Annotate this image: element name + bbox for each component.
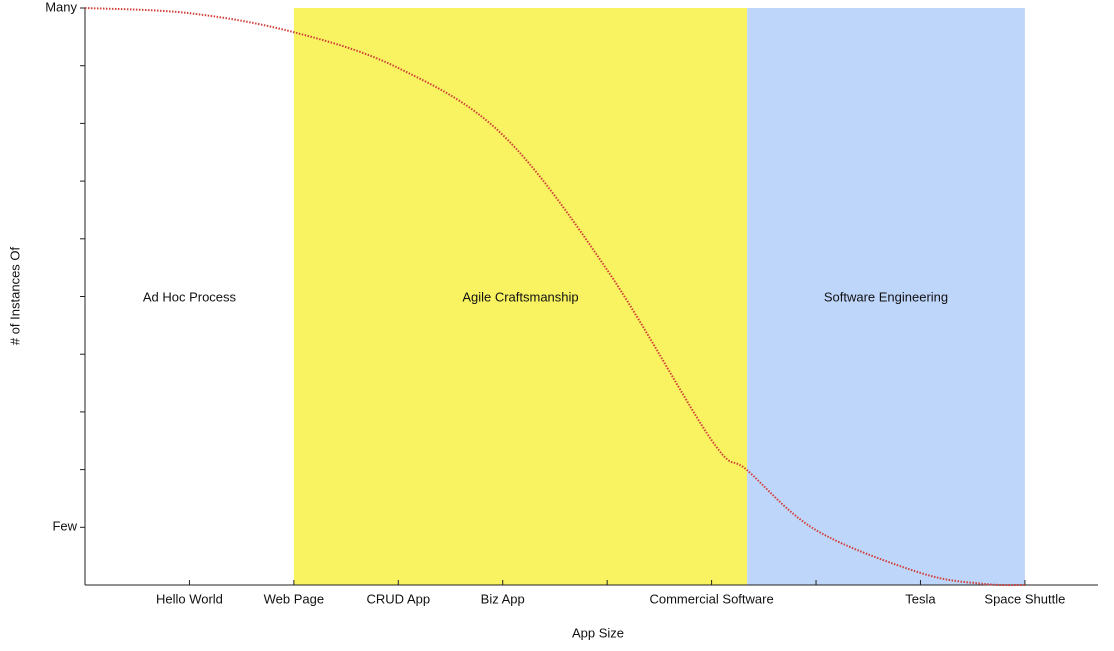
x-tick-label: CRUD App	[367, 591, 431, 606]
region-label: Software Engineering	[824, 289, 948, 304]
region	[747, 8, 1025, 585]
region	[293, 8, 748, 585]
region-label: Agile Craftsmanship	[462, 289, 578, 304]
x-tick-label: Hello World	[156, 591, 223, 606]
y-axis-label: # of Instances Of	[7, 246, 22, 345]
x-tick-label: Web Page	[264, 591, 324, 606]
x-tick-label: Tesla	[905, 591, 936, 606]
y-tick-label: Many	[45, 0, 77, 14]
x-tick-label: Biz App	[481, 591, 525, 606]
x-axis-label: App Size	[572, 625, 624, 640]
x-tick-label: Space Shuttle	[984, 591, 1065, 606]
x-tick-label: Commercial Software	[649, 591, 773, 606]
y-tick-label: Few	[52, 519, 77, 534]
region-label: Ad Hoc Process	[143, 289, 237, 304]
region	[85, 8, 294, 585]
curve	[84, 7, 1025, 587]
